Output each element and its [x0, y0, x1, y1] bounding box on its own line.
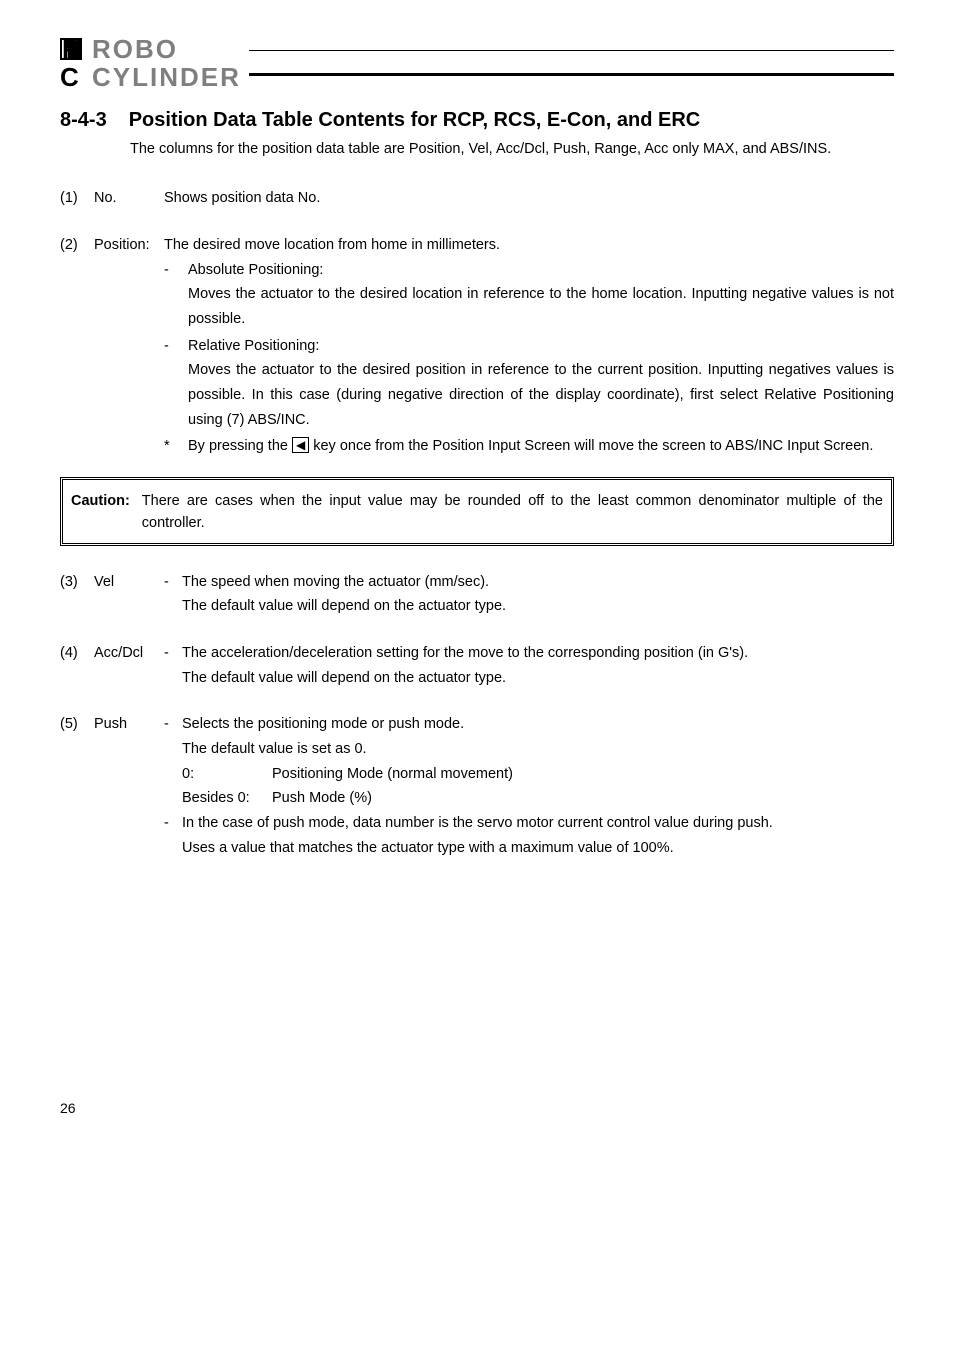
section-heading: 8-4-3 Position Data Table Contents for R…	[60, 109, 894, 132]
item-number: (4)	[60, 641, 94, 690]
mode-key: 0:	[182, 762, 272, 787]
logo-letter-c: C	[60, 63, 90, 91]
sub-bullet: -	[164, 334, 188, 433]
sub-content: By pressing the ◀ key once from the Posi…	[188, 434, 894, 459]
item-body: The acceleration/deceleration setting fo…	[182, 641, 894, 690]
header-rules	[249, 35, 894, 91]
sub-head: Relative Positioning:	[188, 338, 319, 354]
item-line: The default value will depend on the act…	[182, 666, 894, 691]
item-line: The acceleration/deceleration setting fo…	[182, 641, 894, 666]
item-label: Position:	[94, 233, 164, 461]
item-number: (5)	[60, 712, 94, 811]
item-line: Uses a value that matches the actuator t…	[182, 836, 894, 861]
page-number: 26	[60, 1100, 894, 1116]
sub-bullet: *	[164, 434, 188, 459]
item-line: Selects the positioning mode or push mod…	[182, 712, 894, 737]
list-item: (3) Vel - The speed when moving the actu…	[60, 570, 894, 619]
item-label: No.	[94, 186, 164, 211]
svg-text:R: R	[62, 35, 81, 63]
item-number: (3)	[60, 570, 94, 619]
item-body: Selects the positioning mode or push mod…	[182, 712, 894, 811]
sub-head: Absolute Positioning:	[188, 262, 323, 278]
mode-value: Push Mode (%)	[272, 786, 894, 811]
sub-content: Relative Positioning: Moves the actuator…	[188, 334, 894, 433]
caution-label: Caution:	[71, 490, 130, 535]
section-number: 8-4-3	[60, 109, 107, 132]
item-body: Shows position data No.	[164, 186, 894, 211]
list-item: (5) Push - Selects the positioning mode …	[60, 712, 894, 811]
item-separator: -	[164, 811, 182, 860]
list-item: (1) No. Shows position data No.	[60, 186, 894, 211]
item-separator: -	[164, 712, 182, 811]
logo: R ROBO C CYLINDER	[60, 35, 241, 91]
key-prefix: By pressing the	[188, 438, 292, 454]
item-line: The default value is set as 0.	[182, 737, 894, 762]
mode-value: Positioning Mode (normal movement)	[272, 762, 894, 787]
item-number: (1)	[60, 186, 94, 211]
key-suffix: key once from the Position Input Screen …	[309, 438, 873, 454]
item-body: The speed when moving the actuator (mm/s…	[182, 570, 894, 619]
sub-text: Moves the actuator to the desired locati…	[188, 286, 894, 327]
item-label: Push	[94, 712, 164, 811]
sub-text: Moves the actuator to the desired positi…	[188, 362, 894, 427]
item-line: The default value will depend on the act…	[182, 594, 894, 619]
logo-word-cylinder: CYLINDER	[92, 62, 241, 93]
list-item-continuation: - In the case of push mode, data number …	[60, 811, 894, 860]
item-separator: -	[164, 641, 182, 690]
list-item: (4) Acc/Dcl - The acceleration/decelerat…	[60, 641, 894, 690]
logo-letter-r: R	[60, 35, 90, 63]
mode-key: Besides 0:	[182, 786, 272, 811]
item-body: The desired move location from home in m…	[164, 233, 894, 461]
page-header: R ROBO C CYLINDER	[60, 35, 894, 91]
logo-word-robo: ROBO	[92, 34, 178, 65]
item-line: In the case of push mode, data number is…	[182, 811, 894, 836]
caution-box: Caution: There are cases when the input …	[60, 477, 894, 546]
list-item: (2) Position: The desired move location …	[60, 233, 894, 461]
item-lead: The desired move location from home in m…	[164, 233, 894, 258]
svg-text:C: C	[60, 63, 79, 91]
item-separator: -	[164, 570, 182, 619]
item-body: In the case of push mode, data number is…	[182, 811, 894, 860]
item-line: The speed when moving the actuator (mm/s…	[182, 570, 894, 595]
caution-text: There are cases when the input value may…	[142, 490, 883, 535]
item-number: (2)	[60, 233, 94, 461]
sub-content: Absolute Positioning: Moves the actuator…	[188, 258, 894, 332]
section-title: Position Data Table Contents for RCP, RC…	[129, 109, 701, 132]
sub-bullet: -	[164, 258, 188, 332]
left-arrow-key-icon: ◀	[292, 437, 309, 453]
item-label: Vel	[94, 570, 164, 619]
section-intro: The columns for the position data table …	[130, 138, 894, 160]
item-label: Acc/Dcl	[94, 641, 164, 690]
